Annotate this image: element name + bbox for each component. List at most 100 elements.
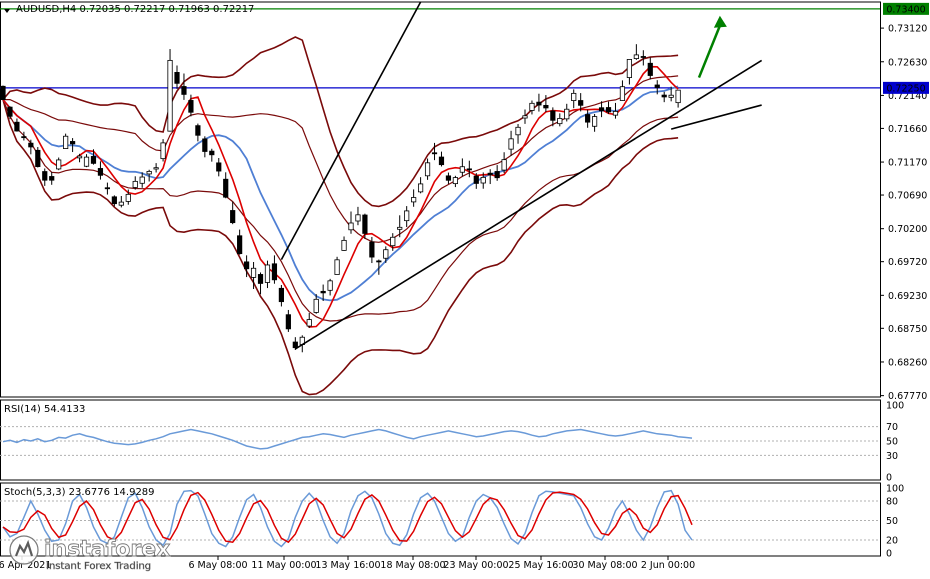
candle <box>522 109 528 124</box>
rsi-line <box>2 428 693 450</box>
candle <box>536 93 542 112</box>
candle-body <box>216 162 222 172</box>
candle <box>369 236 375 264</box>
candle-body <box>501 159 507 171</box>
candle-body <box>571 92 577 101</box>
candle-body <box>585 114 591 123</box>
candle <box>633 44 639 60</box>
candle-body <box>146 171 152 175</box>
level-label: 0.73400 <box>886 4 925 15</box>
candle-body <box>160 142 166 160</box>
candle <box>355 206 361 226</box>
price-tick-label: 0.68260 <box>888 357 927 368</box>
rsi-scale-label: 50 <box>886 437 898 448</box>
candle <box>257 272 264 295</box>
candle <box>216 158 222 177</box>
symbol-header: AUDUSD,H4 0.72035 0.72217 0.71963 0.7221… <box>16 4 254 15</box>
candle <box>515 124 521 144</box>
candle <box>445 172 452 184</box>
candle-body <box>104 187 110 190</box>
bollinger-lower <box>2 99 679 396</box>
moving-average-slow <box>2 85 679 302</box>
watermark-brand: instaforex <box>44 537 170 562</box>
candle-body <box>42 171 48 181</box>
candle <box>0 85 6 101</box>
candle-body <box>223 178 229 198</box>
candle-body <box>404 210 410 222</box>
rsi-scale-label: 100 <box>886 401 904 412</box>
main-panel-frame <box>0 1 881 398</box>
envelope-lower <box>2 99 679 322</box>
candle-body <box>390 236 396 247</box>
candle-body <box>598 107 605 112</box>
header-dropdown-icon <box>4 9 10 13</box>
candle-body <box>243 261 250 270</box>
candle <box>153 163 159 173</box>
candle-body <box>654 84 660 88</box>
stoch-signal-line <box>2 491 693 544</box>
candle-body <box>431 152 438 155</box>
stoch-main-line <box>2 489 693 548</box>
price-tick-label: 0.68750 <box>888 324 927 335</box>
candle-body <box>153 167 159 170</box>
level-label-box <box>883 81 929 94</box>
candle-body <box>14 121 20 132</box>
candle <box>654 80 660 95</box>
candle <box>313 294 319 314</box>
candle <box>132 176 138 190</box>
candle <box>411 189 417 207</box>
candle-body <box>612 111 619 116</box>
candle-body <box>76 155 83 159</box>
candle-body <box>21 136 27 139</box>
candle <box>466 160 472 178</box>
candle <box>230 201 236 225</box>
candle <box>7 106 13 120</box>
candle <box>640 50 646 66</box>
candle <box>320 284 326 301</box>
candle <box>480 172 486 189</box>
candle-body <box>369 241 375 258</box>
candle-body <box>28 142 34 148</box>
rsi-panel-frame <box>0 399 881 481</box>
candle-body <box>515 126 521 136</box>
candle <box>619 80 626 101</box>
candle <box>452 175 459 188</box>
candle <box>390 233 396 251</box>
candle <box>237 229 243 255</box>
candle <box>292 337 298 350</box>
candle-body <box>230 210 236 224</box>
candle-body <box>250 267 257 278</box>
candle <box>626 59 633 85</box>
candle <box>661 91 667 103</box>
candle <box>167 49 173 132</box>
candle-body <box>376 260 382 263</box>
candle <box>90 149 97 165</box>
candle <box>181 73 187 100</box>
candle-body <box>56 159 62 170</box>
candle-body <box>341 239 347 251</box>
candle <box>306 312 312 329</box>
price-tick-label: 0.70200 <box>888 224 927 235</box>
candle-body <box>508 138 514 150</box>
stoch-scale-label: 50 <box>886 516 898 527</box>
candle <box>668 86 674 102</box>
candle-body <box>675 89 681 104</box>
candle-body <box>438 156 445 166</box>
candle <box>438 151 445 167</box>
rsi-label: RSI(14) 54.4133 <box>4 404 85 415</box>
candle-body <box>132 180 138 188</box>
candle-body <box>181 86 187 95</box>
candle-body <box>557 118 563 125</box>
level-label-box <box>883 2 929 15</box>
candle <box>202 136 208 158</box>
time-label: 23 May 00:00 <box>443 560 508 571</box>
candle <box>264 260 271 289</box>
candle-body <box>424 162 431 177</box>
forecast-arrow-head <box>713 15 727 28</box>
candle-body <box>188 100 194 113</box>
candle-body <box>640 56 646 58</box>
candle-body <box>334 259 340 275</box>
candle <box>487 169 493 185</box>
